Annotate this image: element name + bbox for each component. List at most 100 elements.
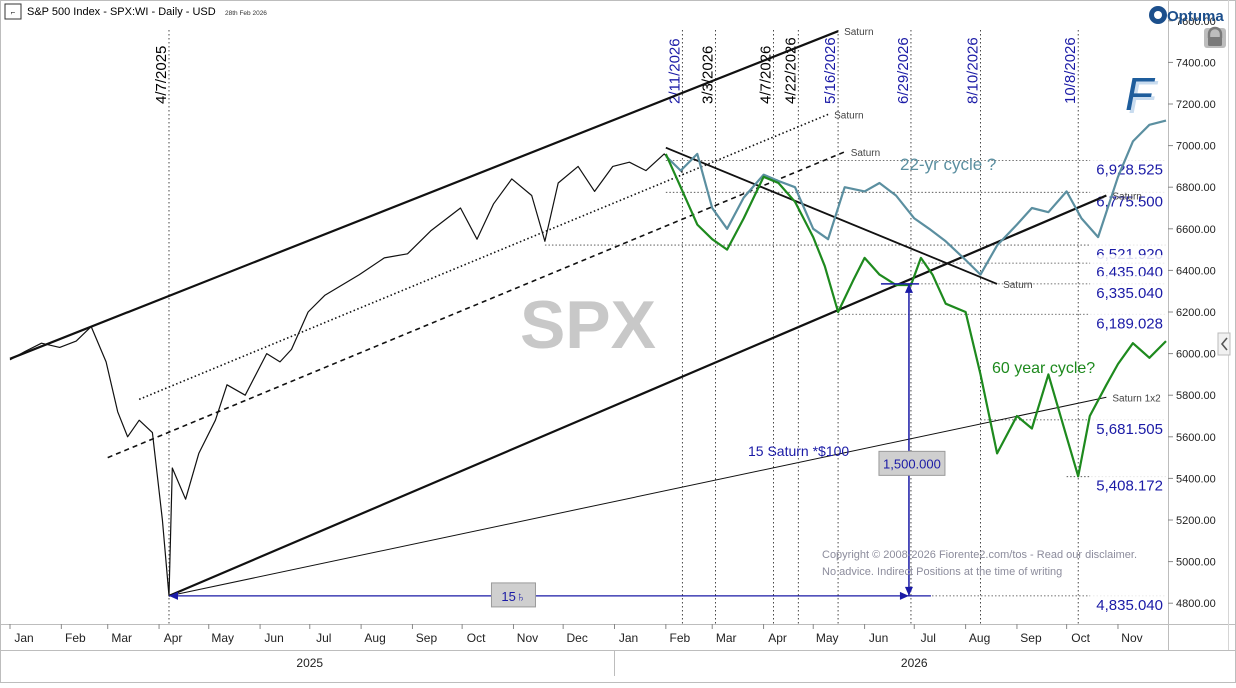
saturn-trend-label: Saturn <box>1112 192 1141 203</box>
date-line-label: 6/29/2026 <box>895 37 912 104</box>
f-logo-letter: F <box>1125 68 1156 120</box>
price-level-bg <box>1090 184 1166 202</box>
chevron-left-icon[interactable] <box>1217 332 1231 356</box>
year-label: 2026 <box>901 656 928 670</box>
y-tick-label: 7200.00 <box>1176 99 1216 111</box>
x-tick-label: Sep <box>1020 631 1042 645</box>
x-tick-label: Mar <box>111 631 132 645</box>
x-tick-label: Oct <box>1071 631 1090 645</box>
y-tick-label: 5600.00 <box>1176 432 1216 444</box>
x-tick-label: Jul <box>921 631 936 645</box>
price-level-label: 6,189.028 <box>1096 315 1163 332</box>
saturn-trend-label: Saturn 1x2 <box>1112 393 1161 404</box>
copyright-text: Copyright © 2008-2026 Fiorente2.com/tos … <box>822 549 1137 561</box>
price-level-bg <box>1090 587 1166 605</box>
price-level-bg <box>1090 237 1166 255</box>
brand-name: Optuma <box>1167 8 1224 25</box>
x-tick-label: Sep <box>416 631 438 645</box>
saturn-trend-line <box>168 396 1107 597</box>
price-level-label: 6,928.525 <box>1096 161 1163 178</box>
price-level-bg <box>1090 411 1166 429</box>
x-tick-label: Jan <box>619 631 638 645</box>
x-tick-label: Aug <box>969 631 990 645</box>
arrow-left-head <box>168 591 178 600</box>
date-line-label: 8/10/2026 <box>965 37 982 104</box>
saturn-trend-line <box>138 113 829 401</box>
x-tick-label: Jan <box>14 631 33 645</box>
x-axis: Jan Feb Mar Apr May Jun Jul Aug Sep Oct Nov Dec Jan F… <box>9 624 1143 676</box>
arrow-right-head <box>899 591 909 600</box>
x-tick-label: Dec <box>566 631 587 645</box>
x-tick-label: May <box>211 631 234 645</box>
price-level-bg <box>1090 468 1166 486</box>
price-level-label: 5,681.505 <box>1096 421 1163 438</box>
x-tick-label: Jul <box>316 631 331 645</box>
series-layer <box>9 119 1167 597</box>
date-line-label: 3/3/2026 <box>700 46 717 104</box>
x-tick-label: May <box>816 631 839 645</box>
cycle-60-label: 60 year cycle? <box>992 360 1095 377</box>
date-lines-layer: 4/7/2025 2/11/2026 3/3/2026 4/7/2026 4/22/20… <box>153 30 1079 624</box>
price-level-label: 5,408.172 <box>1096 478 1163 495</box>
y-tick-label: 6800.00 <box>1176 182 1216 194</box>
price-level-bg <box>1090 306 1166 324</box>
measure-value-text: 1,500.000 <box>883 456 941 471</box>
arrow-down-head <box>904 586 913 596</box>
y-tick-label: 7400.00 <box>1176 57 1216 69</box>
price-levels-layer: 6,928.5256,775.5006,521.9206,435.0406,33… <box>168 152 1166 614</box>
y-tick-label: 6200.00 <box>1176 307 1216 319</box>
x-tick-label: Nov <box>1121 631 1142 645</box>
spx-price-series <box>9 153 683 597</box>
app-menu-icon[interactable]: ⌐ <box>4 3 22 20</box>
chart-title: S&P 500 Index - SPX:WI - Daily - USD <box>27 6 216 18</box>
brand-logo: Optuma <box>1149 6 1224 25</box>
saturn-trend-line <box>665 146 998 285</box>
cycle-series <box>665 119 1167 276</box>
fifteen-saturn-box <box>490 582 536 608</box>
date-line-label: 4/7/2026 <box>757 46 774 104</box>
saturn-trend-label: Saturn <box>1003 280 1032 291</box>
date-line-label: 10/8/2026 <box>1062 37 1079 104</box>
date-line-label: 2/11/2026 <box>666 38 683 104</box>
x-tick-label: Jun <box>264 631 283 645</box>
price-level-label: 6,335.040 <box>1096 285 1163 302</box>
cycle-series <box>664 153 1167 478</box>
advice-text: No advice. Indirect Positions at the tim… <box>822 566 1062 578</box>
x-tick-label: Jun <box>869 631 888 645</box>
fifteen-saturn-text: 15♄ <box>501 589 525 604</box>
svg-text:⌐: ⌐ <box>11 8 16 17</box>
price-level-bg <box>1090 255 1166 273</box>
f-logo-shadow: F <box>1128 71 1159 123</box>
year-label: 2025 <box>296 656 323 670</box>
f-logo: F F <box>1125 68 1159 123</box>
x-tick-label: Oct <box>467 631 486 645</box>
x-tick-label: Nov <box>517 631 538 645</box>
y-tick-label: 5400.00 <box>1176 473 1216 485</box>
saturn-trend-label: Saturn <box>844 27 873 38</box>
y-axis: 4800.00 5000.00 5200.00 5400.00 5600.00 5800.… <box>1168 16 1216 610</box>
watermark-text: SPX <box>520 287 656 363</box>
price-level-bg <box>1090 275 1166 293</box>
saturn-trend-line <box>168 194 1107 597</box>
x-tick-label: Apr <box>768 631 787 645</box>
saturn-trend-label: Saturn <box>851 148 880 159</box>
date-line-label: 4/22/2026 <box>782 37 799 104</box>
x-tick-label: Feb <box>669 631 690 645</box>
y-tick-label: 6400.00 <box>1176 265 1216 277</box>
price-level-label: 4,835.040 <box>1096 597 1163 614</box>
date-line-label: 5/16/2026 <box>822 37 839 104</box>
y-tick-label: 4800.00 <box>1176 598 1216 610</box>
measure-value-box <box>878 450 946 476</box>
y-tick-label: 5800.00 <box>1176 390 1216 402</box>
y-tick-label: 5000.00 <box>1176 557 1216 569</box>
y-tick-label: 7600.00 <box>1176 16 1216 28</box>
saturn-trend-line <box>107 151 846 459</box>
measure-layer: 1,500.000 15♄ <box>168 283 946 608</box>
price-level-label: 6,775.500 <box>1096 193 1163 210</box>
y-tick-label: 6000.00 <box>1176 349 1216 361</box>
trend-lines-layer: Saturn Saturn Saturn Saturn Saturn Saturn 1x2 <box>9 27 1161 597</box>
lock-icon[interactable] <box>1204 26 1226 48</box>
y-tick-label: 7000.00 <box>1176 141 1216 153</box>
